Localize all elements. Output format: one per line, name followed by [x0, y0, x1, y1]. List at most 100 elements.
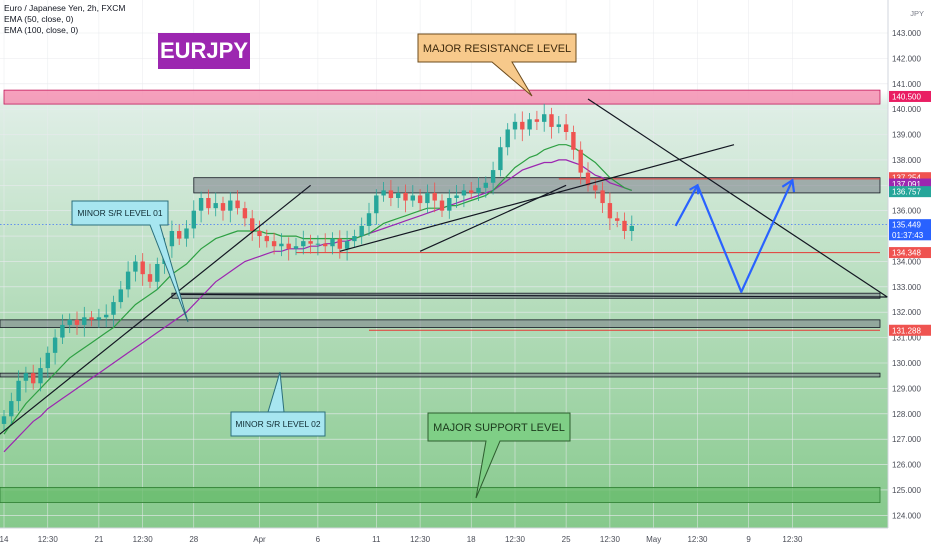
candle-body	[220, 203, 226, 211]
candle-body	[469, 190, 474, 193]
candle-body	[1, 416, 7, 424]
candle-body	[622, 220, 627, 231]
candle-body	[118, 289, 123, 303]
y-tick-label: 131.000	[892, 334, 921, 343]
price-label-box	[889, 219, 931, 231]
major-support-label: MAJOR SUPPORT LEVEL	[433, 422, 565, 434]
candle-body	[177, 231, 182, 239]
candle-body	[439, 200, 445, 211]
symbol-badge: EURJPY	[158, 33, 250, 69]
candle-body	[410, 195, 415, 201]
y-tick-label: 128.000	[892, 410, 921, 419]
candle-body	[403, 192, 408, 201]
x-tick-label: 12:30	[782, 535, 803, 544]
x-tick-label: 12:30	[687, 535, 708, 544]
candle-body	[293, 246, 299, 249]
candle-body	[352, 236, 357, 242]
projection-arrowhead	[781, 178, 796, 193]
major-resistance-label: MAJOR RESISTANCE LEVEL	[423, 43, 571, 55]
legend-ema50: EMA (50, close, 0)	[4, 14, 74, 24]
candle-body	[447, 198, 452, 211]
x-tick-label: May	[646, 535, 661, 544]
candle-body	[9, 401, 14, 417]
candle-body	[593, 185, 598, 191]
chart-legend: Euro / Japanese Yen, 2h, FXCM EMA (50, c…	[4, 3, 125, 36]
candle-body	[45, 352, 50, 369]
y-tick-label: 138.000	[892, 156, 921, 165]
x-tick-label: 12:30	[410, 535, 431, 544]
legend-symbol-title: Euro / Japanese Yen, 2h, FXCM	[4, 3, 126, 13]
candle-body	[512, 121, 518, 130]
candle-body	[359, 225, 364, 237]
candle-body	[344, 241, 350, 249]
candle-body	[155, 264, 160, 282]
candle-body	[578, 149, 583, 173]
x-tick-label: Apr	[253, 535, 266, 544]
candle-body	[454, 195, 459, 198]
candle-body	[432, 192, 437, 201]
price-label-box	[889, 172, 931, 184]
y-tick-label: 143.000	[892, 29, 921, 38]
candle-body	[425, 192, 430, 204]
axis-unit: JPY	[910, 9, 924, 18]
candle-body	[125, 271, 131, 290]
price-label-text: 134.348	[892, 249, 921, 258]
candle-body	[534, 119, 540, 122]
grid-lines	[0, 0, 888, 528]
candle-body	[396, 192, 401, 198]
time-axis[interactable]: 14 12:30 21 12:30 28 Apr 6 11 12:30 18 12:30 25 12:3…	[0, 535, 803, 544]
price-label-text: 137.091	[892, 180, 921, 189]
price-label-text: 136.757	[892, 188, 921, 197]
candle-body	[60, 324, 65, 338]
candle-body	[67, 319, 72, 325]
y-tick-label: 126.000	[892, 461, 921, 470]
candle-body	[140, 261, 145, 275]
x-tick-label: 21	[94, 535, 103, 544]
candle-body	[315, 243, 321, 245]
candle-body	[96, 317, 102, 320]
candle-body	[417, 195, 423, 204]
y-tick-label: 133.000	[892, 283, 921, 292]
candle-body	[374, 195, 379, 214]
candle-body	[490, 170, 496, 183]
candle-body	[169, 231, 175, 247]
candle-body	[337, 238, 342, 249]
trendline-triangle-base	[179, 293, 888, 298]
minor-sr-02-label: MINOR S/R LEVEL 02	[235, 419, 320, 429]
x-tick-label: 12:30	[505, 535, 526, 544]
y-tick-label: 132.000	[892, 308, 921, 317]
minor-sr-zone-left	[0, 319, 881, 328]
candle-body	[323, 243, 328, 247]
candle-body	[520, 121, 525, 130]
candle-body	[74, 319, 80, 325]
candle-body	[286, 243, 291, 249]
major-support-zone	[0, 486, 881, 504]
candle-body	[52, 337, 58, 353]
x-tick-label: 9	[746, 535, 751, 544]
x-tick-label: 12:30	[38, 535, 59, 544]
y-tick-label: 129.000	[892, 384, 921, 393]
candle-body	[235, 200, 240, 209]
price-label-text: 135.449	[892, 221, 921, 230]
projection-path	[674, 178, 796, 293]
trendline-inner	[419, 184, 567, 252]
minor-sr-zone-02	[0, 372, 881, 378]
candles	[1, 103, 634, 431]
price-label-text: 140.500	[892, 92, 921, 101]
candle-body	[198, 198, 204, 211]
x-tick-label: 18	[467, 535, 476, 544]
candle-body	[191, 210, 196, 229]
candle-body	[600, 190, 605, 204]
minor-sr-01-callout-box	[71, 200, 189, 323]
candle-body	[111, 302, 116, 315]
candle-body	[607, 203, 613, 219]
y-tick-label: 139.000	[892, 131, 921, 140]
candle-body	[82, 317, 87, 325]
y-tick-label: 127.000	[892, 435, 921, 444]
major-resistance-zone	[3, 89, 881, 105]
candle-body	[629, 225, 634, 231]
candle-body	[542, 114, 547, 122]
projection-arrowhead-small	[689, 183, 700, 195]
